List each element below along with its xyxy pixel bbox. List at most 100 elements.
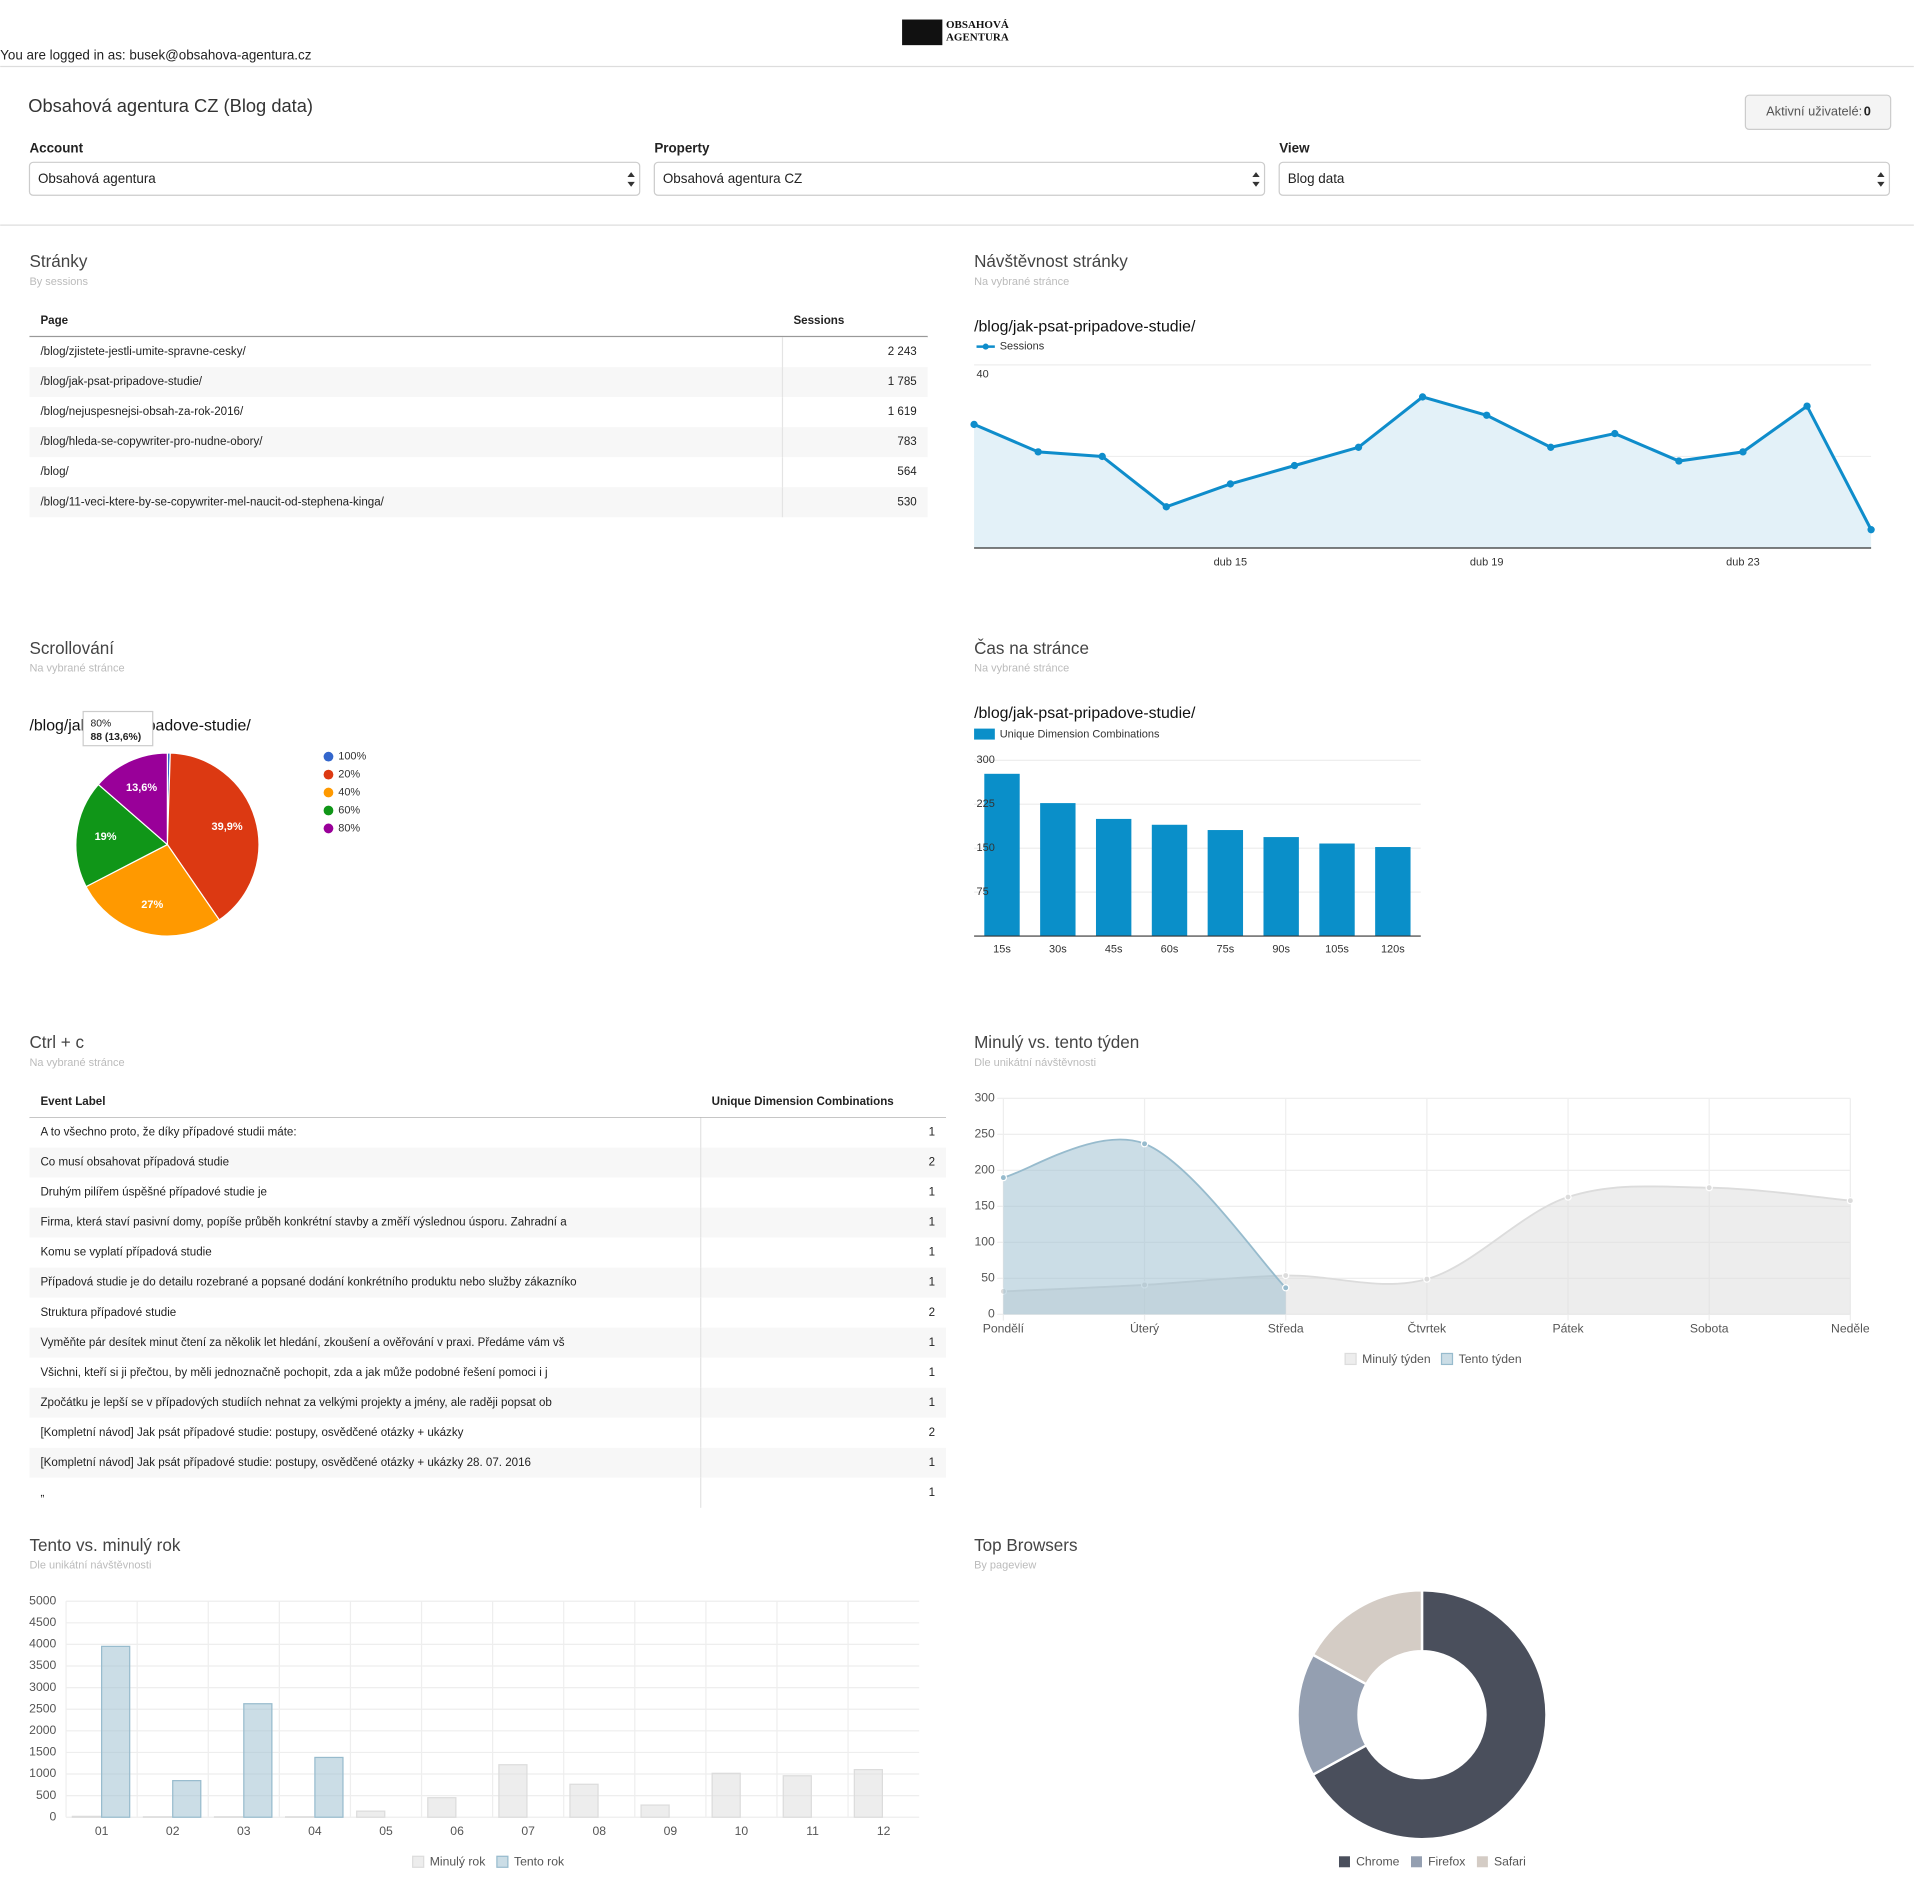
table-cell: [Kompletní návod] Jak psát případové stu… bbox=[40, 1427, 463, 1439]
point bbox=[1418, 393, 1427, 401]
table-cell: /blog/hleda-se-copywriter-pro-nudne-obor… bbox=[40, 436, 263, 448]
x-tick-label: 75s bbox=[1216, 943, 1234, 955]
table-row bbox=[29, 1237, 947, 1268]
y-tick-label: 2500 bbox=[29, 1701, 56, 1715]
pie-slice bbox=[75, 783, 169, 888]
logo: OBSAHOVÁ AGENTURA bbox=[902, 19, 1009, 46]
tooltip bbox=[82, 710, 154, 747]
section-subtitle: Na vybrané stránce bbox=[974, 663, 1069, 675]
y-tick-label: 200 bbox=[974, 1163, 995, 1177]
table-cell: Vyměňte pár desítek minut čtení za někol… bbox=[40, 1337, 564, 1349]
point bbox=[1547, 443, 1555, 451]
point bbox=[1034, 448, 1042, 456]
table-cell: 564 bbox=[897, 466, 917, 478]
legend-label: 80% bbox=[338, 822, 360, 834]
section-subtitle: By pageview bbox=[974, 1560, 1036, 1572]
section-title: Minulý vs. tento týden bbox=[974, 1033, 1139, 1052]
table-row bbox=[29, 1387, 947, 1418]
x-tick-label: 06 bbox=[450, 1824, 464, 1838]
legend-label: Tento rok bbox=[514, 1855, 565, 1869]
legend-swatch bbox=[412, 1855, 425, 1868]
bar bbox=[172, 1780, 202, 1818]
table-cell: Co musí obsahovat případová studie bbox=[40, 1157, 229, 1169]
legend-swatch bbox=[1411, 1856, 1422, 1868]
table-row bbox=[29, 1357, 947, 1388]
filter-label: Account bbox=[29, 140, 83, 155]
legend-label: 40% bbox=[338, 786, 360, 798]
table-cell: 1 785 bbox=[888, 376, 917, 388]
legend-swatch bbox=[974, 728, 995, 740]
x-tick-label: Úterý bbox=[1130, 1320, 1160, 1335]
table-cell: /blog/11-veci-ktere-by-se-copywriter-mel… bbox=[40, 496, 384, 508]
select-box[interactable] bbox=[653, 161, 1266, 196]
pie-slice bbox=[85, 843, 221, 937]
button-bg[interactable] bbox=[1744, 94, 1892, 130]
bar bbox=[984, 773, 1020, 937]
table-cell: A to všechno proto, že díky případové st… bbox=[40, 1127, 296, 1139]
table-cell: 1 bbox=[929, 1127, 935, 1139]
bar bbox=[498, 1764, 528, 1818]
logo-text: AGENTURA bbox=[946, 31, 1009, 43]
x-tick-label: 07 bbox=[521, 1824, 535, 1838]
table-row bbox=[29, 1207, 947, 1238]
legend-dot bbox=[323, 787, 334, 798]
table-cell: /blog/zjistete-jestli-umite-spravne-cesk… bbox=[40, 346, 246, 358]
table-row bbox=[29, 427, 928, 458]
table-cell: 1 bbox=[929, 1187, 935, 1199]
select-box[interactable] bbox=[28, 161, 641, 196]
section-subtitle: Na vybrané stránce bbox=[974, 276, 1069, 288]
table-row bbox=[29, 487, 928, 518]
table-cell: 1 bbox=[929, 1487, 935, 1499]
point bbox=[1282, 1271, 1290, 1280]
x-tick-label: 90s bbox=[1272, 943, 1290, 955]
x-tick-label: 15s bbox=[993, 943, 1011, 955]
y-tick-label: 3500 bbox=[29, 1658, 56, 1672]
table-row bbox=[29, 1327, 947, 1358]
table-cell: Zpočátku je lepší se v případových studi… bbox=[40, 1397, 551, 1409]
legend-dot bbox=[323, 751, 334, 762]
x-tick-label: Středa bbox=[1268, 1321, 1304, 1335]
table-cell: Druhým pilířem úspěšné případové studie … bbox=[40, 1187, 267, 1199]
legend-label: Unique Dimension Combinations bbox=[1000, 729, 1160, 741]
select[interactable]: Blog data bbox=[1278, 161, 1891, 196]
x-tick-label: 11 bbox=[806, 1824, 819, 1838]
active-users-button[interactable]: Aktivní uživatelé: 0 bbox=[1744, 94, 1892, 130]
area bbox=[974, 396, 1872, 548]
table-cell: 2 bbox=[929, 1307, 935, 1319]
table-cell: 1 bbox=[929, 1397, 935, 1409]
x-tick-label: dub 19 bbox=[1470, 557, 1504, 569]
legend-swatch bbox=[1476, 1856, 1488, 1868]
table-cell: 2 243 bbox=[888, 346, 917, 358]
table-cell: 1 619 bbox=[888, 406, 917, 418]
chart-heading: /blog/jak-psat-pripadove-studie/ bbox=[974, 318, 1196, 335]
point bbox=[1803, 402, 1811, 410]
table-header: Event Label bbox=[40, 1096, 105, 1108]
y-tick-label: 300 bbox=[974, 1091, 995, 1105]
table-cell: 1 bbox=[929, 1337, 935, 1349]
bar bbox=[1263, 837, 1299, 937]
select-box[interactable] bbox=[1278, 161, 1891, 196]
legend-label: Safari bbox=[1494, 1855, 1526, 1869]
y-tick-label: 1500 bbox=[29, 1745, 56, 1759]
y-tick-label: 100 bbox=[974, 1235, 995, 1249]
table-cell: Komu se vyplatí případová studie bbox=[40, 1247, 211, 1259]
select[interactable]: Obsahová agentura CZ bbox=[653, 161, 1266, 196]
select[interactable]: Obsahová agentura bbox=[28, 161, 641, 196]
table-cell: /blog/ bbox=[40, 466, 69, 478]
table-row bbox=[29, 1147, 947, 1178]
bar bbox=[1375, 847, 1411, 937]
select-value: Obsahová agentura CZ bbox=[663, 171, 802, 186]
table-cell: Všichni, kteří si ji přečtou, by měli je… bbox=[40, 1367, 547, 1379]
active-users-label: Aktivní uživatelé: bbox=[1766, 104, 1862, 119]
x-tick-label: Pondělí bbox=[983, 1321, 1025, 1335]
table-cell: 530 bbox=[897, 496, 916, 508]
table-cell: 1 bbox=[929, 1217, 935, 1229]
x-tick-label: 12 bbox=[877, 1824, 891, 1838]
point bbox=[1290, 461, 1299, 470]
point bbox=[1611, 429, 1619, 438]
legend-label: Chrome bbox=[1356, 1855, 1400, 1869]
tooltip-title: 80% bbox=[90, 718, 111, 729]
table-cell: 2 bbox=[929, 1157, 935, 1169]
table-row bbox=[29, 457, 928, 488]
table-cell: „ bbox=[40, 1487, 44, 1499]
